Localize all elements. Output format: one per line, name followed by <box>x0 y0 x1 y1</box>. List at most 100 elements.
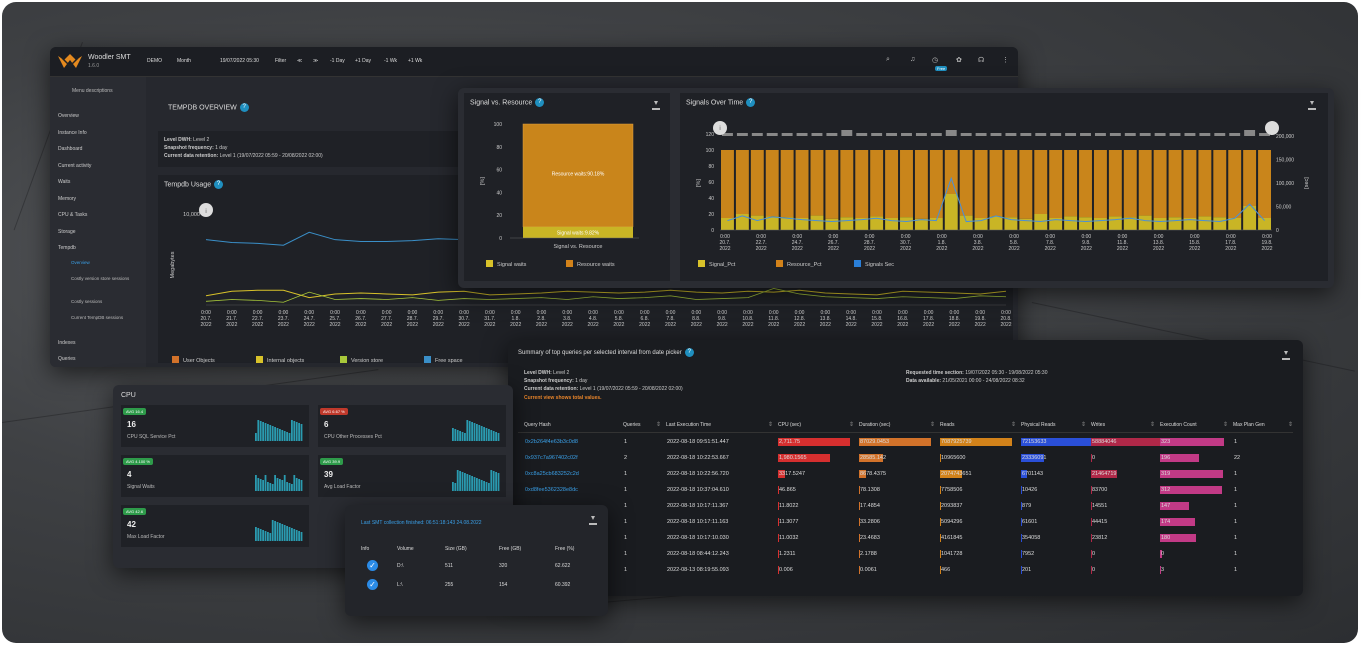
sort-icon[interactable]: ⇕ <box>849 422 855 428</box>
period-selector[interactable]: Month <box>177 58 191 64</box>
column-header[interactable]: Writes <box>1091 422 1106 428</box>
table-cell: 2022-08-13 08:19:55.093 <box>667 567 729 573</box>
sidebar-item[interactable]: Storage <box>58 228 76 235</box>
sidebar-subitem[interactable]: Current TempDB sessions <box>71 314 124 320</box>
cpu-panel-title: CPU <box>121 392 136 399</box>
sidebar-item[interactable]: Overview <box>58 113 79 119</box>
sidebar-item[interactable]: Indexes <box>58 339 76 346</box>
download-icon[interactable] <box>652 101 660 110</box>
sort-icon[interactable]: ⇕ <box>656 422 662 428</box>
column-header[interactable]: Query Hash <box>524 422 551 428</box>
sidebar-item[interactable]: Waits <box>58 179 71 185</box>
sort-icon[interactable]: ⇕ <box>1011 422 1017 428</box>
sidebar-item[interactable]: Tempdb <box>58 245 76 251</box>
table-cell: 1,980.1565 <box>779 455 807 461</box>
sidebar-item[interactable]: Dashboard <box>58 146 83 152</box>
sidebar-item[interactable]: Instance Info <box>58 129 87 136</box>
column-header[interactable]: Max Plan Gen <box>1233 422 1265 428</box>
bar-navigator <box>886 133 898 136</box>
help-icon[interactable]: ? <box>214 180 224 189</box>
x-tick-label: 6.8. <box>641 316 649 322</box>
plus-day-button[interactable]: +1 Day <box>355 58 371 64</box>
range-handle-left[interactable] <box>713 121 727 135</box>
storage-column-header[interactable]: Free (GB) <box>499 546 522 552</box>
column-header[interactable]: Duration (sec) <box>859 422 891 428</box>
help-icon[interactable]: ? <box>535 98 545 107</box>
storage-column-header[interactable]: Size (GB) <box>445 546 467 552</box>
query-hash-link[interactable]: 0x2b264f4e63b3c0d8 <box>525 439 578 445</box>
bar-signal-pct <box>900 217 913 230</box>
sparkline-bar <box>461 432 464 441</box>
sort-icon[interactable]: ⇕ <box>930 422 936 428</box>
help-icon[interactable]: ? <box>684 348 694 357</box>
column-header[interactable]: Physical Reads <box>1021 422 1056 428</box>
column-header[interactable]: Reads <box>940 422 955 428</box>
x-tick-label: 25.7. <box>329 316 340 322</box>
free-badge: Free <box>935 66 948 71</box>
bell-icon[interactable]: ♫ <box>910 56 916 63</box>
range-handle-right[interactable] <box>1265 121 1279 135</box>
query-hash-link[interactable]: 0xd8fee5362328e8dc <box>525 487 578 493</box>
x-tick-label: 5.8. <box>1010 240 1018 246</box>
more-icon[interactable]: ⋮ <box>1002 57 1009 64</box>
query-hash-link[interactable]: 0x937c7a967402c02f <box>525 455 578 461</box>
table-row[interactable] <box>518 564 1293 578</box>
x-tick-label: 17.8. <box>1225 240 1236 246</box>
clock-icon[interactable]: ◷ <box>932 57 939 64</box>
cpu-tile: AVG 4.100 % 4 Signal Waits <box>121 455 309 497</box>
sidebar-item[interactable]: Memory <box>58 195 77 202</box>
help-icon[interactable]: ? <box>239 103 249 112</box>
column-header[interactable]: Last Execution Time <box>666 422 712 428</box>
sidebar-item[interactable]: Current activity <box>58 162 92 169</box>
search-icon[interactable]: ⌕ <box>886 56 890 63</box>
menu-descriptions-toggle[interactable]: Menu descriptions <box>72 88 113 94</box>
download-icon[interactable] <box>589 516 597 525</box>
bar-resource-pct <box>1123 150 1137 218</box>
sort-icon[interactable]: ⇕ <box>1288 422 1294 428</box>
instance-selector[interactable]: DEMO <box>147 58 162 64</box>
legend-label: Internal objects <box>267 358 305 363</box>
table-cell: 22 <box>1234 455 1241 461</box>
sparkline-bar <box>298 479 300 491</box>
sidebar-subitem[interactable]: Costly version store sessions <box>71 275 130 281</box>
bar-signal-pct <box>1258 218 1271 230</box>
sparkline-bar <box>267 532 269 541</box>
download-icon[interactable] <box>1308 101 1316 110</box>
sort-icon[interactable]: ⇕ <box>1223 422 1229 428</box>
sort-icon[interactable]: ⇕ <box>768 422 774 428</box>
help-icon[interactable]: ? <box>746 98 756 107</box>
nav-next-button[interactable]: ≫ <box>313 58 319 64</box>
table-cell: 14551 <box>1092 503 1108 509</box>
table-cell: 8678.4375 <box>860 471 886 477</box>
x-tick-label: 26.7. <box>828 240 839 246</box>
minus-week-button[interactable]: -1 Wk <box>384 58 398 64</box>
storage-column-header[interactable]: Volume <box>397 546 414 552</box>
sort-icon[interactable]: ⇕ <box>1150 422 1156 428</box>
column-header[interactable]: Execution Count <box>1160 422 1197 428</box>
metric-bar <box>1160 438 1224 446</box>
palette-icon[interactable]: ✿ <box>956 57 962 64</box>
info-marker[interactable] <box>199 203 213 217</box>
download-icon[interactable] <box>1282 351 1290 360</box>
filter-button[interactable]: Filter <box>275 58 287 64</box>
support-icon[interactable]: ☊ <box>978 57 985 64</box>
storage-column-header[interactable]: Free (%) <box>555 546 575 552</box>
plus-week-button[interactable]: +1 Wk <box>408 58 423 64</box>
sparkline-bar <box>464 473 466 491</box>
date-picker[interactable]: 19/07/2022 05:30 <box>220 58 259 64</box>
sparkline-bar <box>279 479 281 491</box>
query-hash-link[interactable]: 0xc8a25cb683252c2d <box>525 471 579 477</box>
table-row[interactable] <box>518 548 1293 562</box>
sidebar-subitem[interactable]: Costly sessions <box>71 298 103 304</box>
column-header[interactable]: CPU (sec) <box>778 422 802 428</box>
storage-column-header[interactable]: Info <box>361 546 370 552</box>
column-header[interactable]: Queries <box>623 422 641 428</box>
x-tick-time: 0:00 <box>820 310 830 316</box>
sidebar-subitem[interactable]: Overview <box>71 259 90 265</box>
sort-icon[interactable]: ⇕ <box>1081 422 1087 428</box>
sidebar-item[interactable]: Queries <box>58 355 76 362</box>
nav-prev-button[interactable]: ≪ <box>297 58 303 64</box>
sparkline-bar <box>485 482 488 491</box>
sidebar-item[interactable]: CPU & Tasks <box>58 212 88 218</box>
minus-day-button[interactable]: -1 Day <box>330 58 345 64</box>
